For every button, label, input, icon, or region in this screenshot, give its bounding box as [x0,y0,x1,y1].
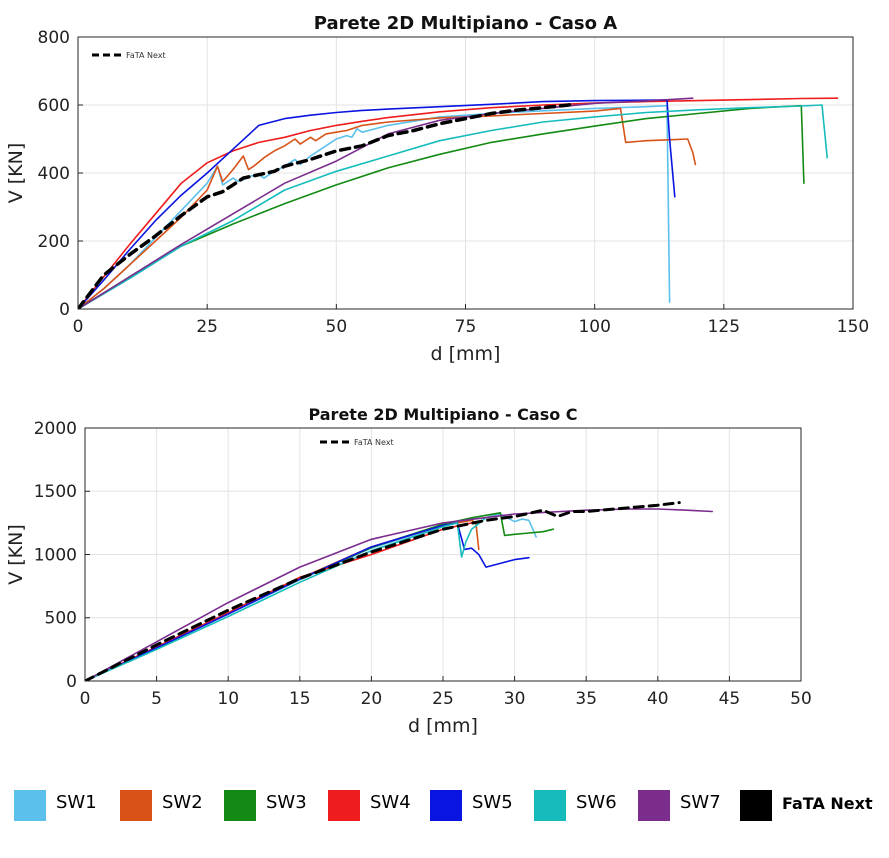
legend-swatch-sw2 [120,790,152,821]
chart-c-title: Parete 2D Multipiano - Caso C [308,405,577,424]
legend-swatch-sw1 [14,790,46,821]
chart-c-series-sw5 [85,522,530,681]
chart-a-x-tick-label: 100 [578,317,610,337]
legend-swatch-sw3 [224,790,256,821]
chart-a-title: Parete 2D Multipiano - Caso A [314,13,618,34]
chart-c-y-tick-label: 0 [66,672,77,692]
chart-a-series-fata-next [78,101,576,309]
chart-c-ylabel: V [KN] [5,524,27,585]
legend-label-sw1: SW1 [56,792,97,813]
legend-label-fata-next: FaTA Next [782,794,873,813]
chart-c-x-tick-label: 0 [80,689,91,709]
legend-swatch-sw7 [638,790,670,821]
chart-caso-a: 0 25 50 75 100 125 150 0 200 400 600 800 Parete 2D M… [5,13,869,365]
chart-a-x-tick-label: 50 [326,317,348,337]
legend-swatch-sw6 [534,790,566,821]
chart-a-series-sw4 [78,97,839,309]
chart-c-x-tick-label: 35 [575,689,597,709]
chart-c-x-tick-label: 50 [790,689,812,709]
chart-c-x-tick-label: 40 [647,689,669,709]
chart-c-x-tick-label: 10 [217,689,239,709]
chart-a-series-sw5 [78,99,676,309]
chart-c-x-tick-label: 45 [719,689,741,709]
chart-c-x-tick-label: 30 [504,689,526,709]
chart-a-xlabel: d [mm] [431,343,501,365]
chart-a-x-tick-label: 150 [837,317,869,337]
chart-c-y-tick-label: 500 [45,609,77,629]
legend-label-sw7: SW7 [680,792,721,813]
chart-c-series-sw6 [85,517,487,681]
chart-a-x-tick-label: 125 [708,317,740,337]
legend-swatch-sw5 [430,790,462,821]
chart-c-series-fata-next [85,501,681,681]
chart-a-series-group [78,97,839,309]
chart-a-y-tick-label: 200 [38,232,70,252]
legend-label-sw3: SW3 [266,792,307,813]
chart-caso-c: 0 5 10 15 20 25 30 35 40 45 500500100015002000Pare… [5,405,812,737]
chart-a-y-tick-label: 400 [38,164,70,184]
chart-a-x-tick-label: 75 [455,317,477,337]
chart-c-x-tick-label: 25 [432,689,454,709]
chart-a-series-sw1 [78,104,671,309]
legend-swatch-sw4 [328,790,360,821]
legend-label-sw4: SW4 [370,792,411,813]
legend: SW1 SW2 SW3 SW4 SW5 SW6 SW7 FaTA Next [0,786,889,826]
chart-c-series-sw7 [85,508,713,681]
chart-c-series-group [85,501,713,681]
chart-c-inner-legend-label: FaTA Next [354,438,394,447]
chart-a-ylabel: V [KN] [5,143,27,204]
chart-a-inner-legend-label: FaTA Next [126,51,166,60]
chart-a-y-tick-label: 0 [59,300,70,320]
chart-a-series-sw3 [78,104,805,309]
chart-c-x-tick-label: 20 [361,689,383,709]
chart-c-x-tick-label: 5 [151,689,162,709]
chart-a-x-tick-label: 0 [73,317,84,337]
legend-swatch-fata-next [740,790,772,821]
chart-c-x-tick-label: 15 [289,689,311,709]
chart-a-y-tick-label: 600 [38,96,70,116]
chart-a-x-tick-label: 25 [196,317,218,337]
chart-a-series-sw2 [78,107,697,309]
legend-label-sw6: SW6 [576,792,617,813]
chart-c-y-tick-label: 1000 [34,545,77,565]
chart-c-xlabel: d [mm] [408,715,478,737]
chart-c-y-tick-label: 2000 [34,419,77,439]
chart-a-series-sw6 [78,104,828,309]
legend-label-sw2: SW2 [162,792,203,813]
chart-c-y-tick-label: 1500 [34,482,77,502]
legend-label-sw5: SW5 [472,792,513,813]
chart-a-y-tick-label: 800 [38,28,70,48]
